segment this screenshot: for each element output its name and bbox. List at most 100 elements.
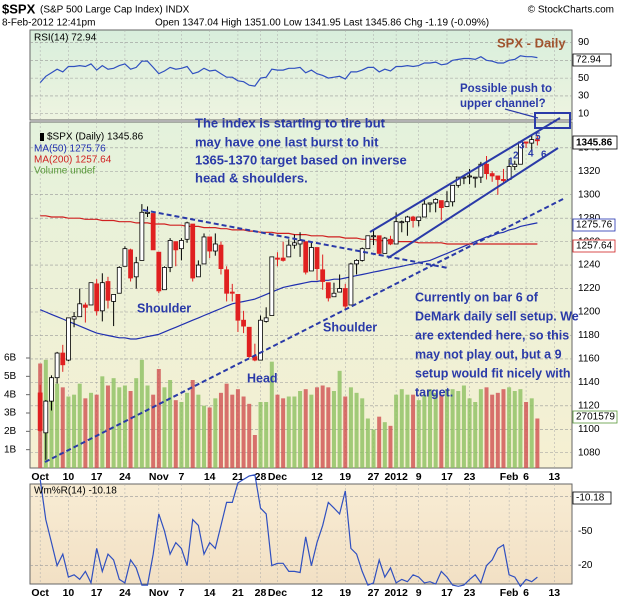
volume-bar bbox=[439, 394, 444, 468]
volume-bar bbox=[94, 394, 99, 468]
series-line bbox=[39, 55, 538, 87]
volume-tick-label: 6B bbox=[4, 353, 17, 364]
candle-body bbox=[128, 249, 133, 279]
volume-bar bbox=[105, 385, 110, 468]
candle-body bbox=[150, 213, 156, 251]
volume-bar bbox=[399, 389, 404, 468]
volume-bar bbox=[111, 378, 116, 468]
volume-bar bbox=[298, 391, 303, 468]
candle-body bbox=[438, 200, 444, 209]
volume-bar bbox=[450, 389, 455, 468]
trendlines bbox=[44, 108, 571, 463]
volume-bar bbox=[241, 396, 246, 468]
candle-body bbox=[280, 257, 286, 261]
x-tick-label: 17 bbox=[91, 587, 103, 599]
candle-body bbox=[116, 267, 122, 294]
x-tick-label: 2012 bbox=[384, 587, 408, 599]
candle-body bbox=[501, 179, 506, 182]
volume-bar bbox=[202, 405, 207, 468]
legend-price: $SPX (Daily) 1345.86 bbox=[47, 132, 144, 143]
wr-legend: Wm%R(14) -10.18 bbox=[34, 486, 117, 497]
candle-body bbox=[478, 163, 484, 178]
candle-body bbox=[133, 262, 139, 278]
candle-body bbox=[212, 243, 218, 252]
ma200-last: 1257.64 bbox=[576, 241, 613, 252]
demark-count: 1 bbox=[508, 157, 514, 168]
symbol: $SPX bbox=[2, 1, 36, 16]
candle-body bbox=[320, 269, 326, 282]
volume-bar bbox=[422, 394, 427, 468]
x-tick-label: 24 bbox=[119, 471, 131, 483]
candle-body bbox=[258, 319, 263, 361]
y-tick-label: 30 bbox=[578, 91, 590, 102]
head-label: Head bbox=[247, 371, 278, 385]
volume-bar bbox=[326, 387, 331, 468]
candle-body bbox=[77, 303, 83, 318]
candle-body bbox=[314, 247, 320, 270]
x-tick-label: 12 bbox=[311, 471, 323, 483]
candle-body bbox=[399, 221, 405, 224]
volume-bar bbox=[207, 407, 212, 468]
volume-bar bbox=[258, 402, 263, 468]
volume-bar bbox=[529, 398, 534, 468]
volume-bar bbox=[518, 389, 523, 468]
volume-bar bbox=[354, 392, 359, 468]
timestamp: 8-Feb-2012 12:41pm bbox=[2, 18, 95, 29]
shoulder-label: Shoulder bbox=[137, 301, 191, 315]
volume-bar bbox=[501, 389, 506, 468]
candle-body bbox=[376, 235, 382, 254]
price-last-box bbox=[572, 135, 618, 150]
y-tick-label: 10 bbox=[578, 108, 590, 119]
candle-body bbox=[444, 201, 450, 207]
candle-body bbox=[292, 242, 297, 246]
y-tick-label: 1220 bbox=[578, 283, 601, 294]
volume-bar bbox=[230, 394, 235, 468]
candle-body bbox=[207, 236, 213, 252]
x-tick-label: 17 bbox=[441, 587, 453, 599]
candle-body bbox=[393, 221, 399, 245]
volume-bar bbox=[309, 394, 314, 468]
candle-body bbox=[229, 291, 235, 294]
x-tick-label: 13 bbox=[548, 471, 560, 483]
legend-ma50: MA(50) 1275.76 bbox=[34, 144, 106, 155]
candle-body bbox=[195, 264, 201, 278]
volume-bar bbox=[275, 394, 280, 468]
candle-body bbox=[427, 202, 433, 205]
note-line: may have one last burst to hit bbox=[195, 134, 379, 149]
x-tick-label: 27 bbox=[368, 587, 380, 599]
volume-bar bbox=[264, 402, 269, 468]
demark-count: 5 bbox=[535, 132, 541, 143]
demark-count: 3 bbox=[519, 141, 525, 152]
volume-bar bbox=[156, 369, 161, 468]
volume-box bbox=[572, 410, 618, 424]
candle-body bbox=[54, 352, 60, 379]
note-line: The index is starting to tire but bbox=[195, 115, 386, 130]
candle-body bbox=[371, 235, 376, 238]
candle-body bbox=[99, 282, 105, 312]
volume-bar bbox=[428, 389, 433, 468]
volume-bar bbox=[467, 398, 472, 468]
x-tick-label: 19 bbox=[339, 587, 351, 599]
volume-bar bbox=[405, 394, 410, 468]
y-tick-label: 1240 bbox=[578, 260, 601, 271]
y-tick-label: 50 bbox=[578, 73, 590, 84]
plot-layer: 1030507090Oct101724Nov7142128Dec12192720… bbox=[4, 30, 601, 599]
candle-body bbox=[71, 316, 77, 320]
candle-body bbox=[218, 244, 224, 270]
candle-body bbox=[489, 173, 495, 177]
candle-body bbox=[529, 139, 535, 144]
volume-bar bbox=[394, 394, 399, 468]
candle-body bbox=[405, 216, 410, 223]
candle-body bbox=[337, 288, 343, 293]
volume-bar bbox=[55, 383, 60, 468]
candle-body bbox=[359, 248, 365, 261]
candle-body bbox=[139, 211, 145, 261]
x-tick-label: 9 bbox=[416, 587, 422, 599]
quote: Open 1347.04 High 1351.00 Low 1341.95 La… bbox=[155, 18, 489, 29]
volume-bar bbox=[281, 398, 286, 468]
rsi-legend: RSI(14) 72.94 bbox=[34, 33, 97, 44]
ma200-box bbox=[572, 239, 616, 253]
chart-label: SPX - Daily bbox=[497, 35, 566, 50]
volume-bar bbox=[416, 400, 421, 468]
candle-body bbox=[201, 236, 207, 265]
